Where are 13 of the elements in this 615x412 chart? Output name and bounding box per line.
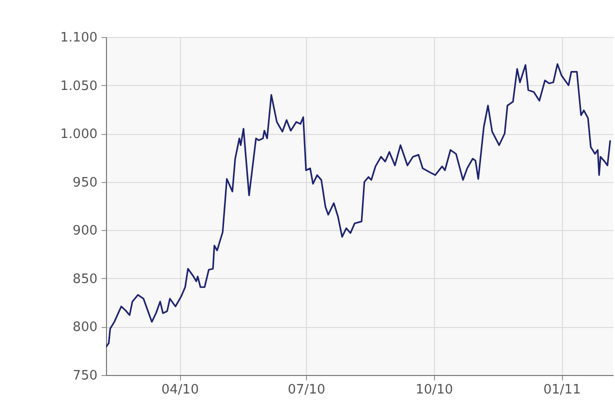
y-tick-label: 850 xyxy=(72,272,98,287)
line-series xyxy=(106,63,612,348)
x-tick-label: 07/10 xyxy=(288,382,326,398)
y-tick-label: 1.100 xyxy=(60,30,98,46)
y-tick-label: 950 xyxy=(72,175,98,190)
y-tick-label: 1.000 xyxy=(60,127,98,142)
y-tick-label: 750 xyxy=(72,368,98,384)
y-tick-label: 800 xyxy=(72,320,98,336)
y-tick-label: 1.050 xyxy=(60,78,98,94)
x-tick-label: 04/10 xyxy=(161,382,199,398)
x-tick-label: 01/11 xyxy=(543,382,581,398)
x-tick-label: 10/10 xyxy=(416,382,454,398)
y-tick-label: 900 xyxy=(72,224,98,239)
